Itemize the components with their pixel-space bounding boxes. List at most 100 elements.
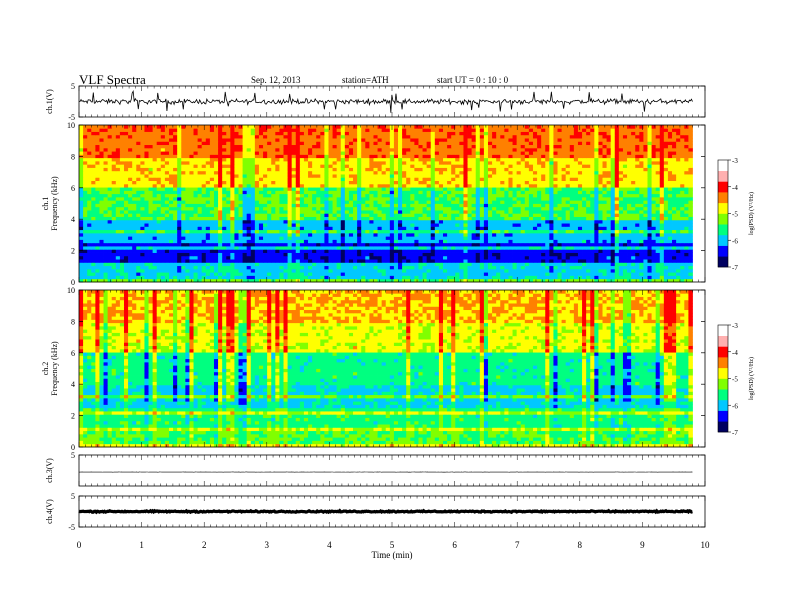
heatmap-cell (418, 256, 422, 260)
heatmap-cell (394, 217, 398, 221)
heatmap-cell (316, 190, 320, 194)
heatmap-cell (292, 272, 296, 276)
heatmap-cell (308, 272, 312, 276)
heatmap-cell (214, 230, 218, 234)
heatmap-cell (194, 230, 198, 234)
heatmap-cell (414, 223, 418, 227)
heatmap-cell (500, 226, 504, 230)
heatmap-cell (688, 230, 692, 234)
heatmap-cell (631, 190, 635, 194)
heatmap-cell (451, 249, 455, 253)
heatmap-cell (558, 253, 562, 257)
heatmap-cell (410, 236, 414, 240)
heatmap-cell (194, 256, 198, 260)
heatmap-cell (652, 239, 656, 243)
heatmap-cell (582, 266, 586, 270)
heatmap-cell (414, 266, 418, 270)
heatmap-cell (451, 259, 455, 263)
heatmap-cell (378, 210, 382, 214)
heatmap-cell (603, 230, 607, 234)
heatmap-cell (668, 230, 672, 234)
heatmap-cell (508, 233, 512, 237)
heatmap-cell (337, 269, 341, 273)
heatmap-cell (394, 223, 398, 227)
heatmap-cell (680, 200, 684, 204)
heatmap-cell (435, 275, 439, 279)
heatmap-cell (218, 233, 222, 237)
heatmap-cell (635, 190, 639, 194)
heatmap-cell (275, 262, 279, 266)
heatmap-cell (283, 259, 287, 263)
heatmap-cell (116, 184, 120, 188)
heatmap-cell (136, 239, 140, 243)
heatmap-cell (324, 259, 328, 263)
heatmap-cell (476, 177, 480, 181)
heatmap-cell (402, 262, 406, 266)
heatmap-cell (365, 181, 369, 185)
heatmap-cell (619, 220, 623, 224)
heatmap-cell (140, 174, 144, 178)
heatmap-cell (157, 200, 161, 204)
heatmap-cell (525, 272, 529, 276)
heatmap-cell (112, 171, 116, 175)
heatmap-cell (83, 220, 87, 224)
heatmap-cell (517, 213, 521, 217)
heatmap-cell (79, 256, 83, 260)
heatmap-cell (173, 223, 177, 227)
heatmap-cell (688, 233, 692, 237)
heatmap-cell (423, 200, 427, 204)
heatmap-cell (521, 197, 525, 201)
heatmap-cell (586, 220, 590, 224)
heatmap-cell (680, 207, 684, 211)
heatmap-cell (488, 210, 492, 214)
heatmap-cell (688, 181, 692, 185)
heatmap-cell (95, 259, 99, 263)
heatmap-cell (210, 253, 214, 257)
heatmap-cell (525, 236, 529, 240)
heatmap-cell (210, 181, 214, 185)
heatmap-cell (537, 177, 541, 181)
heatmap-cell (386, 233, 390, 237)
heatmap-cell (611, 217, 615, 221)
heatmap-cell (672, 272, 676, 276)
heatmap-cell (398, 207, 402, 211)
heatmap-cell (373, 187, 377, 191)
heatmap-cell (562, 256, 566, 260)
heatmap-cell (414, 256, 418, 260)
heatmap-cell (206, 230, 210, 234)
heatmap-cell (87, 213, 91, 217)
heatmap-cell (316, 220, 320, 224)
heatmap-cell (222, 230, 226, 234)
heatmap-cell (116, 220, 120, 224)
heatmap-cell (398, 233, 402, 237)
heatmap-cell (185, 266, 189, 270)
heatmap-cell (488, 184, 492, 188)
heatmap-cell (349, 230, 353, 234)
heatmap-cell (320, 243, 324, 247)
heatmap-cell (558, 233, 562, 237)
heatmap-cell (112, 249, 116, 253)
heatmap-cell (337, 204, 341, 208)
heatmap-cell (533, 246, 537, 250)
heatmap-cell (226, 217, 230, 221)
heatmap-cell (373, 190, 377, 194)
heatmap-cell (607, 256, 611, 260)
heatmap-cell (124, 181, 128, 185)
heatmap-cell (222, 200, 226, 204)
heatmap-cell (476, 184, 480, 188)
heatmap-cell (521, 230, 525, 234)
heatmap-cell (279, 194, 283, 198)
heatmap-cell (214, 262, 218, 266)
heatmap-cell (288, 200, 292, 204)
heatmap-cell (357, 243, 361, 247)
heatmap-cell (234, 239, 238, 243)
heatmap-cell (418, 233, 422, 237)
heatmap-cell (157, 181, 161, 185)
heatmap-cell (234, 184, 238, 188)
heatmap-cell (521, 200, 525, 204)
heatmap-cell (398, 197, 402, 201)
heatmap-cell (545, 223, 549, 227)
heatmap-cell (108, 171, 112, 175)
heatmap-cell (320, 187, 324, 191)
heatmap-cell (676, 174, 680, 178)
